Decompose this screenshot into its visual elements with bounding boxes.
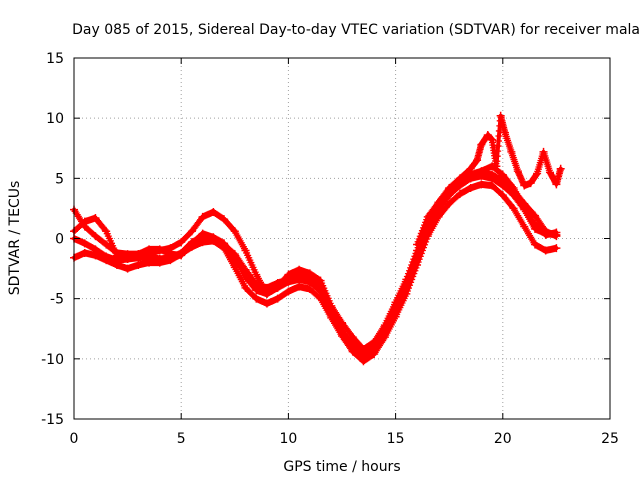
x-tick-label-2: 10 [279, 431, 297, 447]
axis-ticks [73, 57, 611, 420]
series-markers-2 [71, 180, 559, 365]
axis-tick-labels: 0 5 10 15 20 25 -15 -10 -5 0 5 10 15 [41, 51, 619, 447]
series-trace-2 [72, 182, 559, 364]
series-markers-4 [414, 113, 564, 246]
y-axis-label: SDTVAR / TECUs [7, 181, 23, 296]
y-tick-label-5: 10 [46, 111, 64, 127]
y-tick-label-4: 5 [55, 171, 64, 187]
x-axis-label: GPS time / hours [283, 459, 400, 475]
y-tick-label-1: -10 [41, 352, 64, 368]
y-tick-label-2: -5 [50, 292, 64, 308]
series-track-5 [413, 111, 565, 249]
y-tick-label-3: 0 [55, 232, 64, 248]
x-tick-label-1: 5 [177, 431, 186, 447]
series-track-3 [70, 180, 561, 366]
y-tick-label-6: 15 [46, 51, 64, 67]
y-tick-label-0: -15 [41, 412, 64, 428]
data-point-2-42 [520, 222, 529, 231]
x-tick-label-3: 15 [387, 431, 405, 447]
x-tick-label-4: 20 [494, 431, 512, 447]
chart-title: Day 085 of 2015, Sidereal Day-to-day VTE… [72, 22, 640, 38]
x-tick-label-5: 25 [601, 431, 619, 447]
x-tick-label-0: 0 [70, 431, 79, 447]
